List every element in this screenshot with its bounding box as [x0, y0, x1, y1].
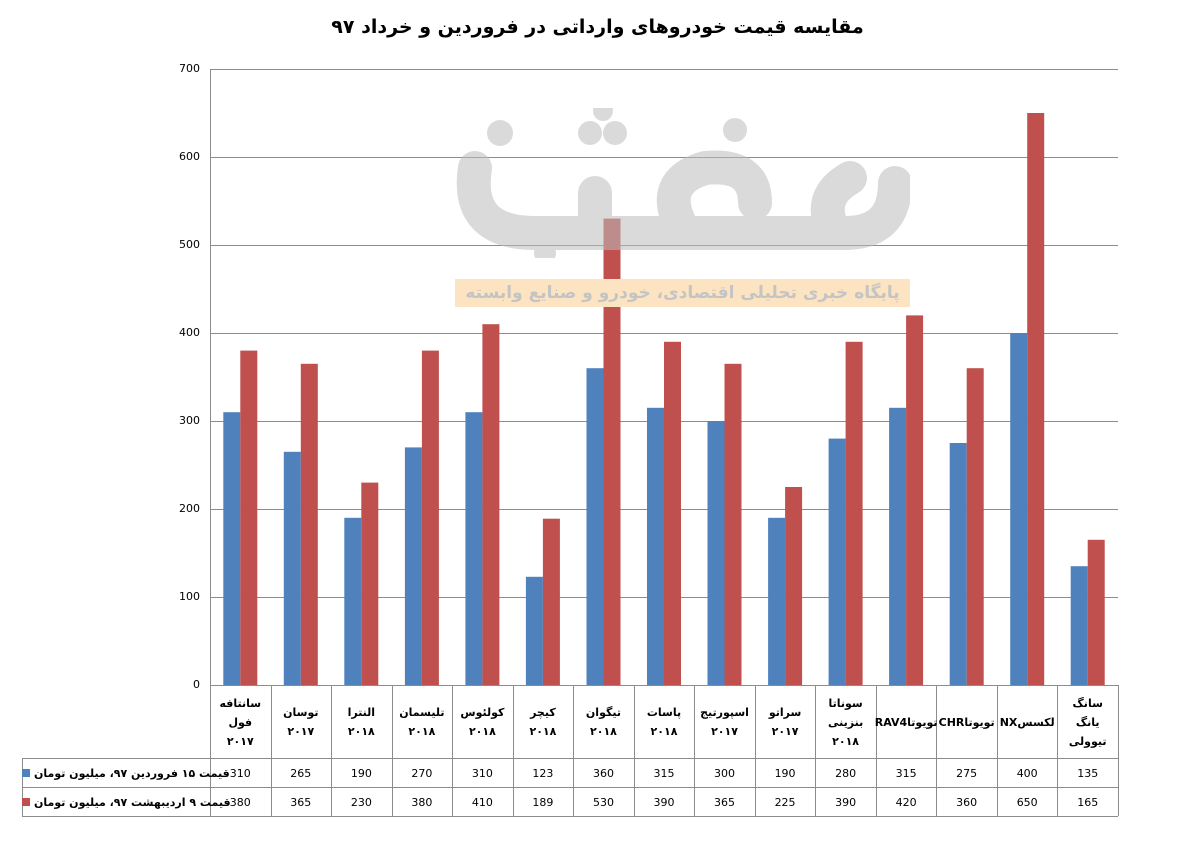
bar-series2-9	[785, 487, 803, 685]
table-value-series2: 360	[956, 795, 978, 809]
y-tick-label: 300	[179, 413, 200, 427]
bar-series1-11	[889, 407, 907, 685]
table-value-series2: 390	[835, 795, 857, 809]
bar-series1-4	[465, 412, 483, 685]
y-tick-label: 100	[179, 589, 200, 603]
bar-series2-11	[906, 315, 924, 685]
bar-series1-7	[647, 407, 664, 685]
table-value-series1: 270	[411, 766, 433, 780]
bar-series1-1	[283, 451, 301, 685]
bar-series1-5	[525, 576, 543, 685]
bar-series2-8	[724, 363, 742, 685]
x-category-label: سراتو ۲۰۱۷	[768, 706, 802, 738]
x-category-label: CHRتویوتا	[938, 715, 995, 729]
table-value-series1: 310	[229, 766, 251, 780]
y-tick-label: 600	[179, 149, 200, 163]
watermark-logo	[455, 101, 912, 264]
legend-entry-series1: قیمت ۱۵ فروردین ۹۷، میلیون تومان	[22, 759, 270, 787]
bar-series1-14	[1070, 566, 1088, 685]
bar-series2-10	[845, 341, 863, 685]
x-category-label: پاسات ۲۰۱۸	[646, 706, 682, 738]
legend-swatch	[22, 769, 30, 777]
table-value-series1: 300	[714, 766, 736, 780]
bar-series2-1	[300, 363, 318, 685]
x-category-label: سانتافه فول ۲۰۱۷	[219, 696, 262, 748]
bar-series2-5	[542, 518, 560, 685]
bar-series2-2	[361, 482, 379, 685]
bar-series1-6	[586, 368, 604, 685]
table-value-series2: 410	[471, 795, 493, 809]
table-value-series1: 265	[290, 766, 312, 780]
x-category-label: NXلکسس	[999, 715, 1055, 729]
bar-series1-10	[828, 438, 846, 685]
y-tick-label: 700	[179, 61, 200, 75]
bar-series2-4	[482, 324, 500, 685]
x-category-label: سوناتا بنزینی ۲۰۱۸	[827, 696, 864, 748]
table-value-series2: 165	[1077, 795, 1099, 809]
table-value-series1: 315	[895, 766, 917, 780]
x-category-label: کیچر ۲۰۱۸	[529, 706, 557, 738]
table-value-series1: 190	[350, 766, 372, 780]
table-value-series2: 189	[532, 795, 554, 809]
table-value-series1: 123	[532, 766, 554, 780]
table-value-series2: 390	[653, 795, 675, 809]
bar-series1-8	[707, 421, 725, 685]
bar-series2-7	[664, 341, 681, 685]
bar-series2-12	[966, 368, 984, 685]
x-category-label: توسان ۲۰۱۷	[283, 706, 319, 738]
x-category-label: النترا ۲۰۱۸	[347, 706, 376, 738]
y-tick-label: 500	[179, 237, 200, 251]
bar-series1-3	[404, 447, 422, 685]
table-value-series1: 280	[835, 766, 857, 780]
x-category-label: سانگ یانگ تیوولی	[1068, 696, 1107, 748]
table-value-series2: 380	[411, 795, 433, 809]
y-tick-label: 200	[179, 501, 200, 515]
table-value-series2: 365	[714, 795, 736, 809]
bar-series1-12	[949, 443, 967, 685]
legend-swatch	[22, 798, 30, 806]
legend-entry-series2: قیمت ۹ اردیبهشت ۹۷، میلیون تومان	[22, 788, 270, 816]
bar-series2-14	[1087, 539, 1105, 685]
x-category-label: RAV4تویوتا	[874, 715, 938, 729]
table-value-series1: 135	[1077, 766, 1099, 780]
table-value-series2: 420	[895, 795, 917, 809]
y-tick-label: 0	[193, 677, 200, 691]
table-value-series2: 230	[350, 795, 372, 809]
bar-series2-3	[421, 350, 439, 685]
bar-series1-9	[768, 517, 786, 685]
y-tick-label: 400	[179, 325, 200, 339]
watermark-tagline: پایگاه خبری تحلیلی اقتصادی، خودرو و صنای…	[455, 279, 910, 307]
x-category-label: اسپورتیج ۲۰۱۷	[700, 706, 749, 738]
table-value-series2: 530	[592, 795, 614, 809]
table-value-series2: 225	[774, 795, 796, 809]
table-value-series2: 380	[229, 795, 251, 809]
table-value-series1: 310	[471, 766, 493, 780]
x-category-label: تیگوان ۲۰۱۸	[585, 706, 621, 738]
table-value-series1: 400	[1016, 766, 1038, 780]
bar-series1-0	[223, 412, 241, 685]
bar-series1-2	[344, 517, 362, 685]
bar-series2-0	[240, 350, 258, 685]
table-value-series1: 275	[956, 766, 978, 780]
x-category-label: تلیسمان ۲۰۱۸	[399, 706, 445, 738]
table-value-series1: 190	[774, 766, 796, 780]
bar-series2-13	[1027, 113, 1045, 685]
x-category-label: کولئوس ۲۰۱۸	[460, 706, 505, 738]
chart-title: مقایسه قیمت خودروهای وارداتی در فروردین …	[331, 16, 864, 38]
table-value-series1: 360	[592, 766, 614, 780]
table-value-series1: 315	[653, 766, 675, 780]
bar-series2-6	[603, 218, 621, 685]
bar-series1-13	[1010, 333, 1028, 685]
table-value-series2: 650	[1016, 795, 1038, 809]
table-value-series2: 365	[290, 795, 312, 809]
